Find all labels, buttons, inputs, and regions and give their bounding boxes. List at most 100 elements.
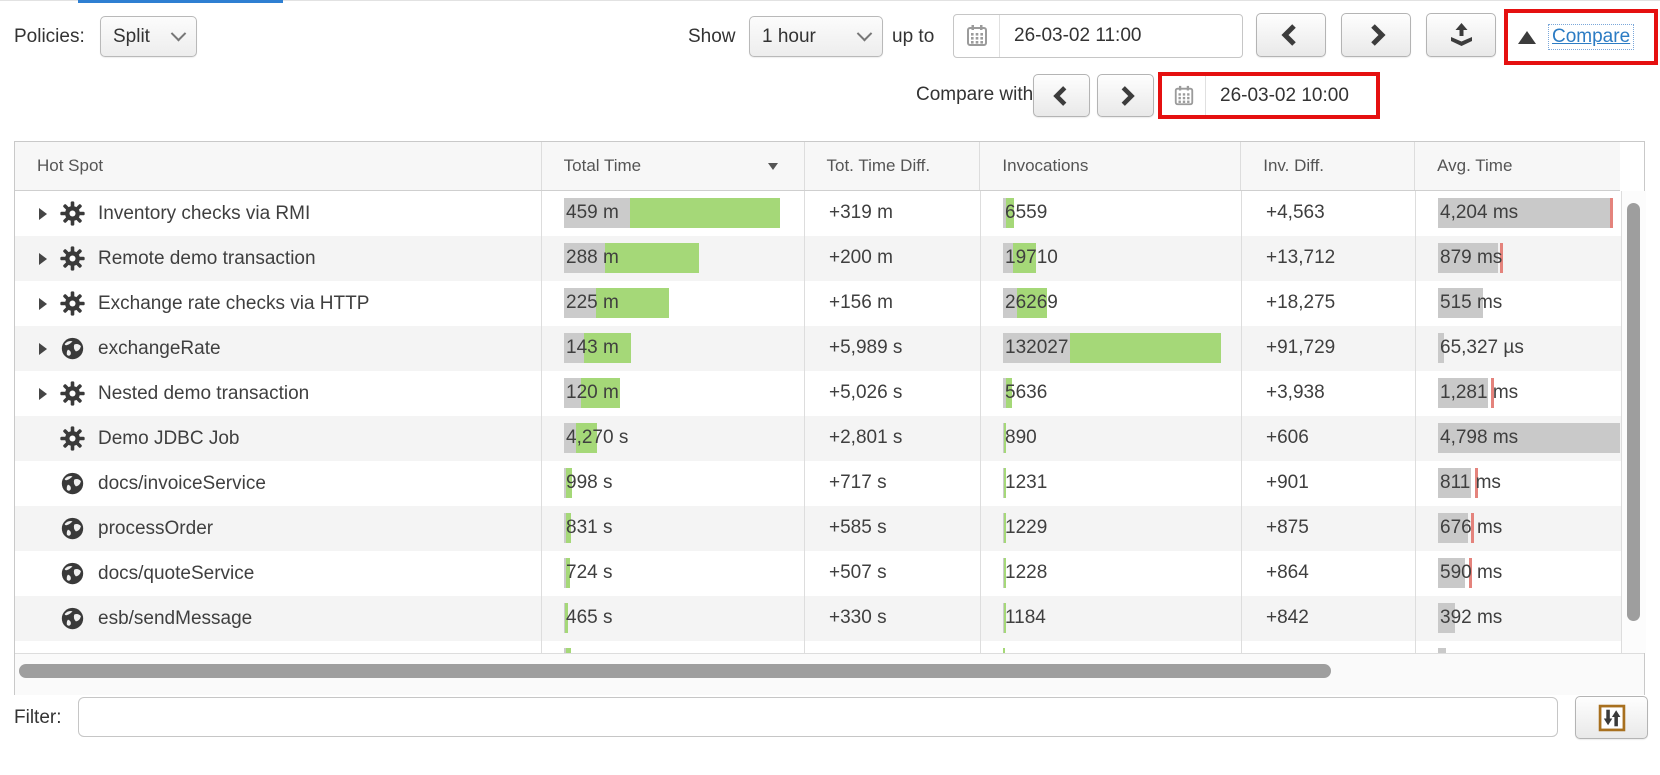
value-bar <box>1003 513 1006 543</box>
compare-link[interactable]: Compare <box>1548 24 1635 50</box>
export-button[interactable] <box>1426 13 1496 57</box>
inv-diff-cell: +18,275 <box>1242 281 1416 326</box>
filter-label: Filter: <box>14 707 62 728</box>
web-service-globe-icon <box>61 472 84 495</box>
transaction-gear-icon <box>60 246 85 271</box>
table-row[interactable]: Remote demo transaction 288 m +200 m 19710 +… <box>15 236 1621 281</box>
table-row[interactable]: Demo JDBC Job 4,270 s +2,801 s 890 +606 4,798… <box>15 416 1621 461</box>
calendar-icon[interactable] <box>1162 76 1206 115</box>
expand-row-icon[interactable] <box>39 297 47 310</box>
hotspot-name: Exchange rate checks via HTTP <box>98 292 370 314</box>
total-time-cell: 120 m <box>542 371 805 416</box>
column-header-invocations[interactable]: Invocations <box>980 142 1242 190</box>
table-row[interactable]: Exchange rate checks via HTTP 225 m +156 m… <box>15 281 1621 326</box>
avg-time-bar <box>1438 243 1498 273</box>
collapse-triangle-icon[interactable] <box>1518 30 1536 44</box>
compare-prev-button[interactable] <box>1033 74 1090 117</box>
value-bar <box>564 423 597 453</box>
transaction-gear-icon <box>60 291 85 316</box>
table-row[interactable]: Inventory checks via RMI 459 m +319 m 6559 +… <box>15 191 1621 236</box>
avg-time-compare-marker <box>1471 513 1474 543</box>
value-bar <box>564 558 570 588</box>
hotspot-cell: Remote demo transaction <box>15 236 542 281</box>
hotspot-name: Inventory checks via RMI <box>98 202 311 224</box>
compare-columns-icon <box>1598 704 1625 731</box>
avg-time-compare-marker <box>1500 243 1503 273</box>
invocations-cell: 1228 <box>981 551 1242 596</box>
hotspots-table: Hot Spot Total Time Tot. Time Diff. Invo… <box>14 141 1646 695</box>
compare-next-button[interactable] <box>1097 74 1154 117</box>
table-row[interactable]: esb/sendMessage 465 s +330 s 1184 +842 392 ms <box>15 596 1621 641</box>
table-row[interactable]: Nested demo transaction 120 m +5,026 s 5636… <box>15 371 1621 416</box>
table-row[interactable]: docs/quoteService 724 s +507 s 1228 +864 590 … <box>15 551 1621 596</box>
expand-row-icon[interactable] <box>39 207 47 220</box>
total-time-diff-cell: +5,989 s <box>805 326 981 371</box>
value-bar <box>564 243 699 273</box>
chevron-left-icon <box>1052 85 1066 106</box>
transaction-gear-icon <box>60 426 85 451</box>
table-body: Inventory checks via RMI 459 m +319 m 6559 +… <box>15 191 1621 653</box>
invocations-cell: 1229 <box>981 506 1242 551</box>
active-tab-indicator <box>78 0 283 3</box>
vertical-scrollbar-thumb[interactable] <box>1627 203 1640 621</box>
total-time-diff-cell: +2,801 s <box>805 416 981 461</box>
top-divider <box>0 0 1660 1</box>
avg-time-cell: 590 ms <box>1416 551 1621 596</box>
total-time-cell: 998 s <box>542 461 805 506</box>
table-row-partial[interactable] <box>15 641 1621 653</box>
avg-time-bar <box>1438 513 1468 543</box>
expand-row-icon[interactable] <box>39 252 47 265</box>
value-bar <box>1003 603 1006 633</box>
show-label: Show <box>688 26 736 47</box>
hotspot-cell: docs/invoiceService <box>15 461 542 506</box>
calendar-icon[interactable] <box>954 15 1000 57</box>
compare-annotation-box: Compare <box>1504 9 1658 65</box>
total-time-diff-cell: +330 s <box>805 596 981 641</box>
value-bar <box>564 333 631 363</box>
column-header-inv-diff[interactable]: Inv. Diff. <box>1241 142 1416 190</box>
vertical-scrollbar[interactable] <box>1621 191 1646 653</box>
horizontal-scrollbar[interactable] <box>15 653 1644 695</box>
prev-interval-button[interactable] <box>1256 13 1326 57</box>
hotspot-name: docs/quoteService <box>98 562 255 584</box>
chevron-left-icon <box>1281 24 1296 46</box>
column-header-total-time[interactable]: Total Time <box>542 142 805 190</box>
chevron-down-icon <box>856 25 873 42</box>
web-service-globe-icon <box>61 337 84 360</box>
total-time-diff-cell: +507 s <box>805 551 981 596</box>
total-time-cell: 225 m <box>542 281 805 326</box>
horizontal-scrollbar-thumb[interactable] <box>19 664 1331 678</box>
column-compare-toggle-button[interactable] <box>1575 696 1648 739</box>
show-range-select[interactable]: 1 hour <box>749 16 883 57</box>
avg-time-bar <box>1438 423 1620 453</box>
compare-datetime-value: 26-03-02 10:00 <box>1220 84 1349 106</box>
avg-time-compare-marker <box>1610 198 1613 228</box>
expand-row-icon[interactable] <box>39 342 47 355</box>
policies-select[interactable]: Split <box>100 16 197 57</box>
hotspot-cell: esb/sendMessage <box>15 596 542 641</box>
invocations-cell: 19710 <box>981 236 1242 281</box>
hotspot-cell: processOrder <box>15 506 542 551</box>
total-time-diff-cell: +5,026 s <box>805 371 981 416</box>
hotspot-cell: Demo JDBC Job <box>15 416 542 461</box>
column-header-total-time-diff[interactable]: Tot. Time Diff. <box>805 142 981 190</box>
avg-time-cell: 515 ms <box>1416 281 1621 326</box>
column-header-hotspot[interactable]: Hot Spot <box>15 142 542 190</box>
filter-input[interactable] <box>78 697 1558 737</box>
policies-select-value: Split <box>113 25 150 47</box>
next-interval-button[interactable] <box>1341 13 1411 57</box>
avg-time-bar <box>1438 333 1444 363</box>
column-header-avg-time[interactable]: Avg. Time <box>1437 156 1513 175</box>
total-time-cell: 288 m <box>542 236 805 281</box>
expand-row-icon[interactable] <box>39 387 47 400</box>
table-row[interactable]: docs/invoiceService 998 s +717 s 1231 +901 81… <box>15 461 1621 506</box>
value-bar <box>564 468 572 498</box>
avg-time-cell: 1,281 ms <box>1416 371 1621 416</box>
invocations-cell: 26269 <box>981 281 1242 326</box>
avg-time-cell: 879 ms <box>1416 236 1621 281</box>
inv-diff-cell: +3,938 <box>1242 371 1416 416</box>
table-row[interactable]: exchangeRate 143 m +5,989 s 132027 +91,729 65… <box>15 326 1621 371</box>
end-datetime-field[interactable]: 26-03-02 11:00 <box>953 14 1243 58</box>
table-row[interactable]: processOrder 831 s +585 s 1229 +875 676 ms <box>15 506 1621 551</box>
